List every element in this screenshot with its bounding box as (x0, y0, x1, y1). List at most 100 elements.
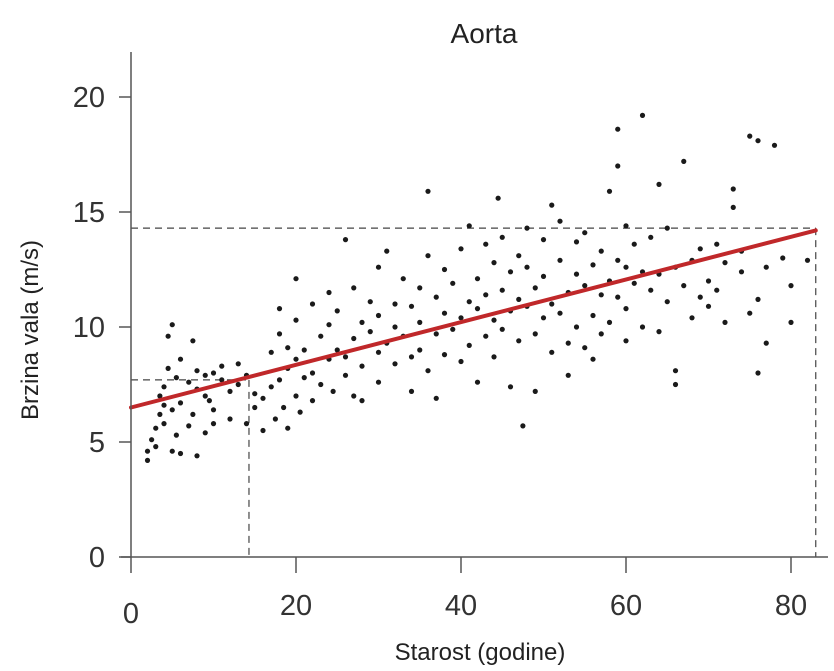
data-point (623, 338, 629, 344)
data-point (252, 404, 258, 411)
data-point (524, 264, 530, 270)
data-point (276, 306, 283, 312)
y-tick-label: 10 (73, 312, 105, 344)
data-point (260, 395, 266, 401)
data-point (157, 393, 163, 399)
data-point (458, 358, 464, 365)
data-point (495, 195, 501, 201)
data-point (351, 285, 357, 291)
data-point (532, 285, 538, 291)
data-point (186, 423, 192, 429)
x-tick-label: 60 (610, 590, 642, 622)
data-point (194, 368, 200, 374)
data-point (276, 331, 283, 337)
data-point (173, 375, 179, 381)
data-point (582, 230, 588, 236)
data-point (466, 223, 472, 229)
data-point (186, 379, 192, 385)
data-point (330, 388, 336, 394)
data-point (309, 398, 316, 404)
data-point (557, 257, 563, 263)
data-point (450, 280, 456, 286)
data-point (499, 234, 505, 240)
data-point (326, 322, 332, 328)
data-point (557, 218, 563, 224)
data-point (714, 241, 720, 247)
data-point (763, 340, 769, 346)
data-point (359, 363, 365, 369)
data-point (747, 310, 753, 316)
data-point (433, 294, 439, 300)
data-point (656, 181, 662, 187)
data-point (202, 372, 208, 378)
data-point (520, 423, 526, 429)
data-point (301, 375, 307, 381)
data-point (705, 303, 712, 309)
data-point (738, 269, 745, 275)
data-point (177, 356, 184, 362)
x-axis-label: Starost (godine) (395, 639, 566, 666)
y-axis-label: Brzina vala (m/s) (17, 240, 44, 420)
y-tick-label: 0 (89, 542, 105, 574)
data-point (458, 246, 464, 252)
data-point (235, 381, 241, 388)
data-point (219, 377, 225, 383)
data-point (747, 133, 753, 139)
data-point (384, 248, 390, 254)
data-point (540, 315, 547, 321)
data-point (351, 335, 357, 342)
data-point (293, 356, 299, 362)
data-point (285, 425, 291, 431)
data-point (590, 312, 596, 319)
data-point (549, 349, 555, 355)
data-point (144, 457, 151, 463)
data-point (169, 322, 175, 328)
data-point (293, 276, 299, 282)
data-point (681, 283, 687, 289)
x-tick-label: 0 (123, 598, 139, 630)
data-point (441, 266, 448, 273)
data-point (268, 349, 274, 355)
data-point (161, 402, 167, 408)
data-point (252, 391, 258, 397)
data-point (499, 287, 505, 293)
fit-line-group (129, 228, 818, 410)
data-point (268, 384, 274, 390)
data-point (165, 333, 171, 339)
data-point (705, 278, 712, 284)
data-point (210, 407, 217, 413)
y-tick-labels: 0 5 10 15 20 (73, 82, 131, 574)
data-point (297, 409, 303, 415)
data-point (615, 257, 621, 263)
data-point (491, 317, 497, 323)
data-point (293, 393, 299, 399)
data-point (483, 333, 489, 339)
data-point (400, 276, 406, 282)
data-point (573, 239, 580, 245)
data-point (730, 186, 736, 192)
data-point (309, 301, 316, 307)
data-point (359, 398, 365, 404)
data-point (598, 292, 604, 298)
data-point (153, 444, 159, 450)
data-point (149, 437, 155, 443)
data-point (656, 329, 662, 335)
data-point (309, 370, 316, 376)
data-point (557, 310, 563, 316)
axes (121, 52, 828, 558)
data-point (342, 372, 349, 378)
data-point (474, 379, 481, 385)
data-point (351, 393, 357, 399)
data-point (433, 331, 439, 337)
data-point (408, 354, 415, 360)
x-tick-label: 40 (445, 590, 477, 622)
data-point (301, 347, 307, 353)
data-point (532, 388, 538, 394)
data-point (417, 285, 423, 291)
data-point (177, 450, 184, 457)
chart-title: Aorta (451, 18, 518, 49)
data-point (243, 421, 250, 427)
data-point (664, 225, 670, 231)
data-point (755, 296, 761, 302)
data-point (173, 432, 179, 438)
